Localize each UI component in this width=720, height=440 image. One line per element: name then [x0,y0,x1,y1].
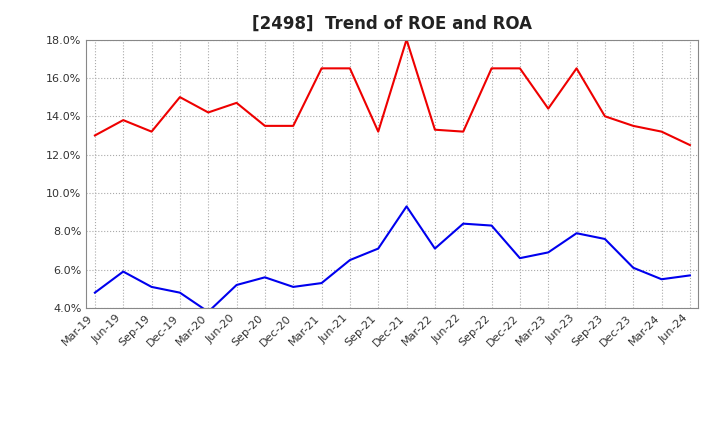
ROE [600,114,609,119]
ROE [487,66,496,71]
ROA [318,280,326,286]
ROE [91,133,99,138]
ROE [657,129,666,134]
ROE [261,123,269,128]
Line: ROE: ROE [95,40,690,145]
ROE [374,129,382,134]
ROA [204,309,212,315]
ROA [516,256,524,261]
ROE [289,123,297,128]
ROA [119,269,127,274]
ROE [459,129,467,134]
ROE [176,95,184,100]
ROA [600,236,609,242]
ROA [176,290,184,295]
ROA [91,290,99,295]
ROA [487,223,496,228]
ROE [544,106,552,111]
ROE [233,100,241,106]
ROA [657,277,666,282]
ROA [685,273,694,278]
ROE [629,123,637,128]
ROE [572,66,581,71]
ROE [204,110,212,115]
ROA [459,221,467,226]
ROE [402,37,411,42]
Title: [2498]  Trend of ROE and ROA: [2498] Trend of ROE and ROA [253,15,532,33]
ROE [318,66,326,71]
ROA [148,284,156,290]
ROA [261,275,269,280]
ROA [544,250,552,255]
ROA [629,265,637,270]
ROA [374,246,382,251]
ROE [685,143,694,148]
ROE [119,117,127,123]
ROE [148,129,156,134]
ROE [516,66,524,71]
ROA [572,231,581,236]
ROE [346,66,354,71]
Line: ROA: ROA [95,206,690,312]
ROE [431,127,439,132]
ROA [402,204,411,209]
ROA [289,284,297,290]
ROA [346,257,354,263]
ROA [233,282,241,288]
ROA [431,246,439,251]
